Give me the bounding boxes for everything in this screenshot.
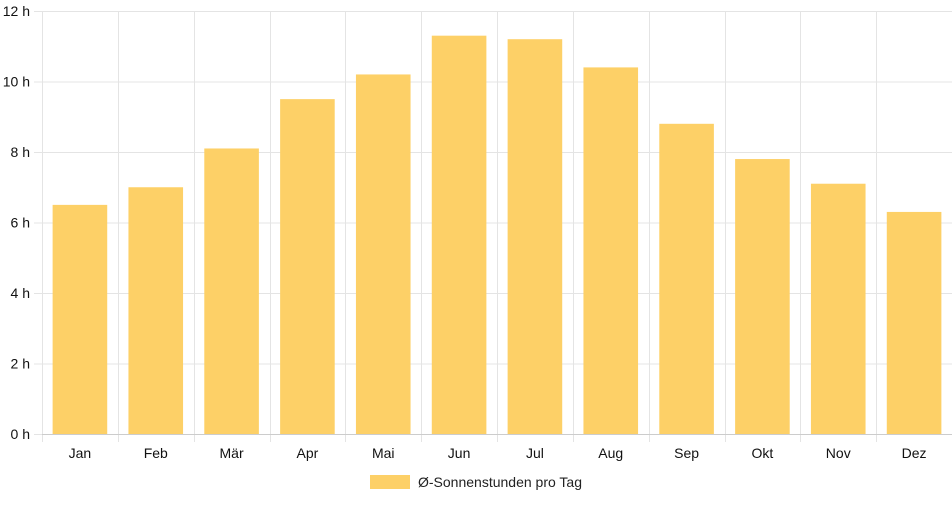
y-tick-label: 2 h bbox=[11, 356, 30, 372]
legend-swatch bbox=[370, 475, 410, 489]
axes: 0 h 2 h 4 h 6 h 8 h 10 h 12 h Jan Feb Mär Apr Mai Ju… bbox=[3, 3, 952, 461]
bar-aug[interactable] bbox=[583, 67, 639, 435]
bar-sep[interactable] bbox=[659, 123, 714, 435]
x-tick-label: Jul bbox=[526, 445, 544, 461]
y-tick-label: 4 h bbox=[11, 285, 30, 301]
bar-dez[interactable] bbox=[886, 211, 942, 434]
bar-okt[interactable] bbox=[735, 159, 790, 435]
legend-label: Ø-Sonnenstunden pro Tag bbox=[418, 474, 582, 490]
x-tick-label: Aug bbox=[598, 445, 623, 461]
y-tick-label: 6 h bbox=[11, 215, 30, 231]
bars bbox=[52, 35, 942, 435]
x-tick-label: Jun bbox=[448, 445, 471, 461]
x-tick-label: Dez bbox=[902, 445, 927, 461]
bar-jun[interactable] bbox=[431, 35, 487, 435]
bar-feb[interactable] bbox=[128, 187, 184, 434]
x-tick-label: Sep bbox=[674, 445, 699, 461]
bar-nov[interactable] bbox=[810, 183, 866, 434]
grid-lines bbox=[34, 11, 952, 442]
bar-jul[interactable] bbox=[507, 39, 563, 434]
x-tick-label: Jan bbox=[69, 445, 92, 461]
bar-apr[interactable] bbox=[280, 99, 335, 434]
bar-mär[interactable] bbox=[204, 148, 259, 434]
bar-mai[interactable] bbox=[355, 74, 411, 434]
x-tick-label: Mai bbox=[372, 445, 395, 461]
x-tick-label: Okt bbox=[752, 445, 774, 461]
x-tick-label: Feb bbox=[144, 445, 168, 461]
x-tick-label: Mär bbox=[220, 445, 244, 461]
y-tick-label: 8 h bbox=[11, 144, 30, 160]
x-tick-label: Nov bbox=[826, 445, 851, 461]
y-tick-label: 12 h bbox=[3, 3, 30, 19]
y-tick-label: 0 h bbox=[11, 426, 30, 442]
legend[interactable]: Ø-Sonnenstunden pro Tag bbox=[0, 472, 952, 492]
y-tick-label: 10 h bbox=[3, 74, 30, 90]
x-tick-label: Apr bbox=[297, 445, 319, 461]
bar-jan[interactable] bbox=[52, 204, 108, 434]
